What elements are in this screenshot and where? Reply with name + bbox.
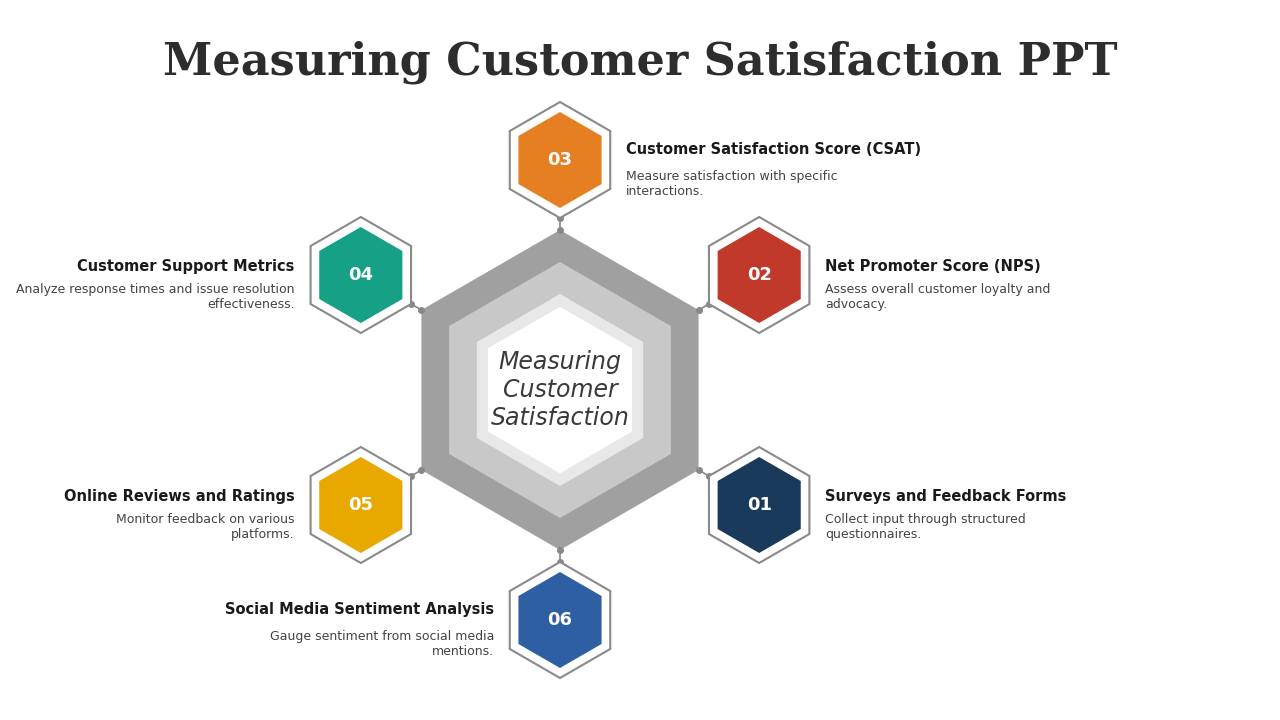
Polygon shape <box>319 457 402 553</box>
Text: Measuring Customer Satisfaction PPT: Measuring Customer Satisfaction PPT <box>163 40 1117 84</box>
Text: 03: 03 <box>548 151 572 169</box>
Text: Assess overall customer loyalty and
advocacy.: Assess overall customer loyalty and advo… <box>826 283 1051 311</box>
Text: Measure satisfaction with specific
interactions.: Measure satisfaction with specific inter… <box>626 170 837 198</box>
Text: Net Promoter Score (NPS): Net Promoter Score (NPS) <box>826 259 1041 274</box>
Polygon shape <box>518 112 602 208</box>
Text: Customer Satisfaction Score (CSAT): Customer Satisfaction Score (CSAT) <box>626 142 922 157</box>
Text: Social Media Sentiment Analysis: Social Media Sentiment Analysis <box>225 602 494 617</box>
Text: Measuring
Customer
Satisfaction: Measuring Customer Satisfaction <box>490 350 630 430</box>
Text: Surveys and Feedback Forms: Surveys and Feedback Forms <box>826 489 1066 504</box>
Text: 05: 05 <box>348 496 374 514</box>
Text: 04: 04 <box>348 266 374 284</box>
Polygon shape <box>709 447 809 563</box>
Polygon shape <box>718 227 801 323</box>
Text: Customer Support Metrics: Customer Support Metrics <box>77 259 294 274</box>
Polygon shape <box>488 307 632 473</box>
Polygon shape <box>718 457 801 553</box>
Polygon shape <box>509 102 611 218</box>
Polygon shape <box>449 262 671 518</box>
Polygon shape <box>319 227 402 323</box>
Polygon shape <box>709 217 809 333</box>
Text: 06: 06 <box>548 611 572 629</box>
Text: 01: 01 <box>746 496 772 514</box>
Polygon shape <box>509 562 611 678</box>
Polygon shape <box>518 572 602 668</box>
Polygon shape <box>477 294 643 486</box>
Text: 02: 02 <box>746 266 772 284</box>
Text: Analyze response times and issue resolution
effectiveness.: Analyze response times and issue resolut… <box>17 283 294 311</box>
Text: Gauge sentiment from social media
mentions.: Gauge sentiment from social media mentio… <box>270 630 494 658</box>
Polygon shape <box>421 230 699 550</box>
Text: Online Reviews and Ratings: Online Reviews and Ratings <box>64 489 294 504</box>
Text: Collect input through structured
questionnaires.: Collect input through structured questio… <box>826 513 1027 541</box>
Text: Monitor feedback on various
platforms.: Monitor feedback on various platforms. <box>116 513 294 541</box>
Polygon shape <box>311 217 411 333</box>
Polygon shape <box>311 447 411 563</box>
